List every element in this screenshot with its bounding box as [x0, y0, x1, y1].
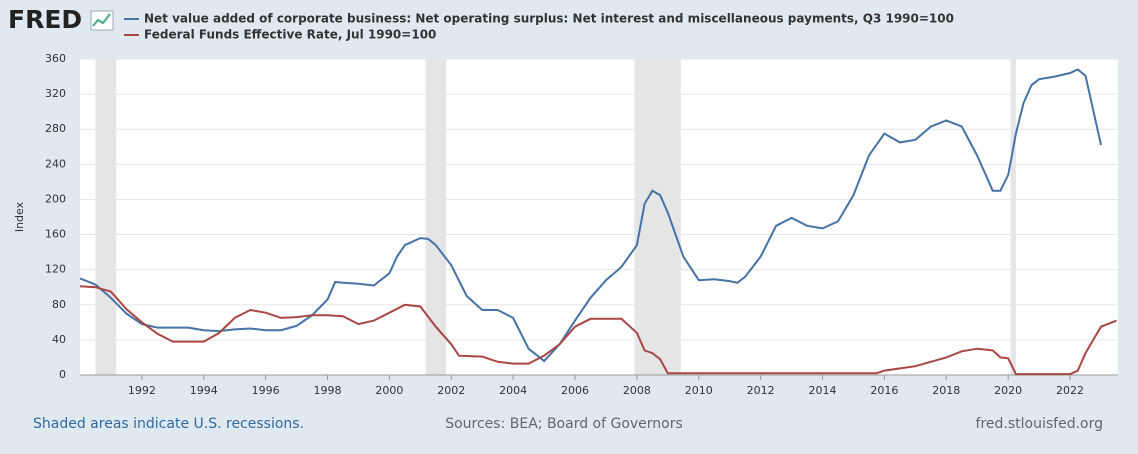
x-tick-label: 1994: [190, 384, 218, 397]
plot-area: [80, 59, 1118, 375]
legend-label: Net value added of corporate business: N…: [144, 12, 954, 26]
x-tick-label: 2010: [685, 384, 713, 397]
y-tick-label: 280: [45, 122, 66, 135]
recession-band: [1010, 59, 1016, 375]
logo-icon-line: [92, 13, 111, 27]
logo: FRED: [8, 5, 82, 34]
series-line: [79, 285, 1117, 376]
y-tick-label: 360: [45, 52, 66, 65]
x-tick-label: 2014: [809, 384, 837, 397]
x-tick-label: 1998: [314, 384, 342, 397]
x-tick-label: 2022: [1056, 384, 1084, 397]
x-tick-label: 2006: [561, 384, 589, 397]
y-tick-label: 120: [45, 263, 66, 276]
recession-band: [425, 59, 447, 375]
x-tick-label: 2020: [994, 384, 1022, 397]
legend-label: Federal Funds Effective Rate, Jul 1990=1…: [144, 28, 436, 42]
x-tick-label: 2016: [870, 384, 898, 397]
y-tick-label: 80: [52, 298, 66, 311]
footer-source: Sources: BEA; Board of Governors: [445, 416, 683, 432]
y-tick-label: 160: [45, 228, 66, 241]
footer-url: fred.stlouisfed.org: [976, 416, 1103, 432]
series-line: [79, 68, 1102, 363]
x-tick-label: 2008: [623, 384, 651, 397]
x-tick-label: 1996: [252, 384, 280, 397]
recession-band: [95, 59, 117, 375]
x-tick-label: 2004: [499, 384, 527, 397]
x-tick-label: 1992: [128, 384, 156, 397]
y-tick-label: 240: [45, 157, 66, 170]
x-tick-label: 2000: [375, 384, 403, 397]
y-tick-label: 200: [45, 192, 66, 205]
x-tick-label: 2002: [437, 384, 465, 397]
footer-note: Shaded areas indicate U.S. recessions.: [33, 416, 304, 432]
y-axis-label: Index: [13, 201, 26, 232]
y-tick-label: 320: [45, 87, 66, 100]
y-tick-label: 40: [52, 333, 66, 346]
x-tick-label: 2012: [747, 384, 775, 397]
y-tick-label: 0: [59, 368, 66, 381]
x-tick-label: 2018: [932, 384, 960, 397]
